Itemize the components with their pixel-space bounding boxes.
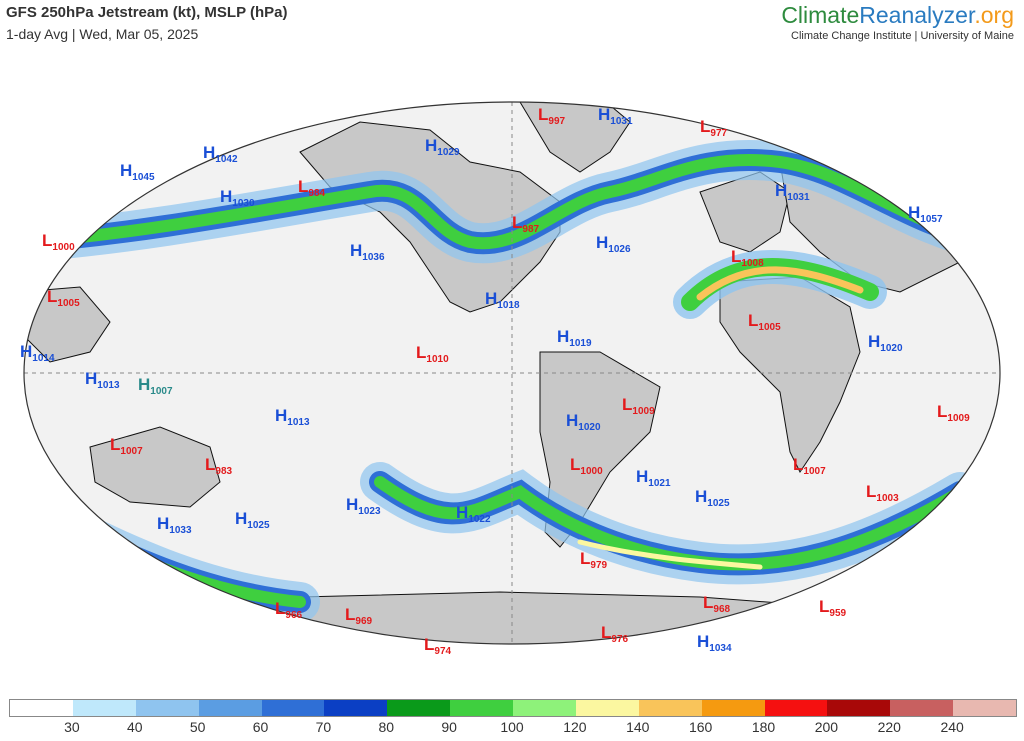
high-pressure-label: H1021 [636, 467, 671, 489]
high-pressure-label: H1034 [697, 632, 732, 654]
high-pressure-label: H1030 [220, 187, 255, 209]
low-pressure-label: L968 [703, 593, 731, 615]
high-pressure-label: H1031 [775, 181, 810, 203]
low-pressure-label: L1003 [866, 482, 899, 504]
high-pressure-label: H1029 [425, 136, 460, 158]
colorbar-tick-label: 240 [940, 719, 964, 735]
high-pressure-label: H1026 [596, 233, 631, 255]
high-pressure-label: H1022 [456, 503, 491, 525]
low-pressure-label: L1005 [748, 311, 781, 333]
high-pressure-label: H1020 [868, 332, 903, 354]
high-pressure-label: H1013 [85, 369, 120, 391]
low-pressure-label: L966 [275, 599, 303, 621]
colorbar-bin [387, 700, 451, 716]
low-pressure-label: L1009 [937, 402, 970, 424]
colorbar-tick-label: 140 [626, 719, 650, 735]
colorbar-tick-label: 80 [378, 719, 395, 735]
low-pressure-label: L979 [580, 549, 608, 571]
low-pressure-label: L1008 [731, 247, 764, 269]
high-pressure-label: H1025 [235, 509, 270, 531]
colorbar-tick-label: 180 [751, 719, 776, 735]
colorbar-bin [135, 700, 199, 716]
low-pressure-label: L974 [424, 635, 452, 657]
low-pressure-label: L1009 [622, 395, 655, 417]
colorbar-tick-label: 220 [877, 719, 901, 735]
colorbar-tick-label: 160 [688, 719, 713, 735]
colorbar-tick-label: 200 [814, 719, 839, 735]
brand-name: ClimateReanalyzer.org [781, 2, 1014, 29]
high-pressure-label: H1014 [20, 342, 55, 364]
wind-speed-colorbar [9, 699, 1017, 717]
brand-part-reanalyzer: Reanalyzer [859, 2, 975, 28]
low-pressure-label: L997 [538, 105, 566, 127]
map-body [24, 102, 1000, 644]
colorbar-tick-label: 60 [252, 719, 269, 735]
colorbar-ticks: 30 40 50 60 70 80 90 100 120 140 160 180 200 220 240 [9, 719, 1015, 739]
colorbar-bin [638, 700, 702, 716]
graticule [24, 102, 1000, 644]
high-pressure-label: H1042 [203, 143, 238, 165]
colorbar-bin [764, 700, 828, 716]
colorbar-tick-label: 30 [64, 719, 80, 735]
brand-tagline: Climate Change Institute | University of… [791, 30, 1014, 42]
low-pressure-label: L976 [601, 623, 629, 645]
brand-part-climate: Climate [781, 2, 860, 28]
high-pressure-label: H1036 [350, 241, 385, 263]
high-pressure-label: H1057 [908, 203, 943, 225]
high-pressure-label: H1018 [485, 289, 520, 311]
colorbar-tick-label: 90 [441, 719, 457, 735]
chart-subtitle: 1-day Avg | Wed, Mar 05, 2025 [6, 26, 199, 42]
low-pressure-label: L1000 [42, 231, 75, 253]
high-pressure-label: H1031 [598, 105, 633, 127]
high-pressure-label: H1023 [346, 495, 381, 517]
colorbar-tick-label: 120 [563, 719, 587, 735]
colorbar-bin [701, 700, 765, 716]
brand-logo[interactable]: ClimateReanalyzer.org Climate Change Ins… [781, 2, 1014, 42]
colorbar-bin [261, 700, 325, 716]
globe-outline [23, 101, 1001, 645]
low-pressure-label: L1005 [47, 287, 80, 309]
land-greenland [519, 102, 631, 173]
colorbar-bin [827, 700, 891, 716]
high-pressure-label: H1007 [138, 375, 173, 397]
world-map: L997 H1031 L977 H1042 H1045 H1030 L984 H1029 H10… [20, 101, 1001, 657]
high-pressure-label: H1033 [157, 514, 192, 536]
low-pressure-label: L1000 [570, 455, 603, 477]
low-pressure-label: L977 [700, 117, 728, 139]
colorbar-bin [324, 700, 388, 716]
high-pressure-label: H1025 [695, 487, 730, 509]
land-antarctica [149, 591, 901, 644]
pressure-centers: L997 H1031 L977 H1042 H1045 H1030 L984 H1029 H10… [20, 105, 970, 657]
low-pressure-label: L1007 [793, 455, 826, 477]
low-pressure-label: L987 [512, 213, 540, 235]
high-pressure-label: H1045 [120, 161, 155, 183]
land-africa [719, 276, 861, 473]
low-pressure-label: L969 [345, 605, 373, 627]
high-pressure-label: H1013 [275, 406, 310, 428]
colorbar-tick-label: 40 [126, 719, 143, 735]
colorbar-bin [198, 700, 262, 716]
colorbar-bin [72, 700, 136, 716]
colorbar-bin [10, 700, 73, 716]
brand-part-org: .org [974, 2, 1014, 28]
colorbar-tick-label: 50 [189, 719, 206, 735]
colorbar-bin [450, 700, 513, 716]
high-pressure-label: H1019 [557, 327, 592, 349]
low-pressure-label: L1007 [110, 435, 143, 457]
colorbar-bin [953, 700, 1016, 716]
colorbar-tick-label: 70 [315, 719, 332, 735]
low-pressure-label: L983 [205, 455, 233, 477]
colorbar-bin [513, 700, 576, 716]
low-pressure-label: L959 [819, 597, 847, 619]
colorbar-tick-label: 100 [500, 719, 524, 735]
land-australia [89, 426, 221, 508]
colorbar-bin [575, 700, 639, 716]
low-pressure-label: L1010 [416, 343, 449, 365]
high-pressure-label: H1020 [566, 411, 601, 433]
chart-title: GFS 250hPa Jetstream (kt), MSLP (hPa) [6, 4, 288, 21]
colorbar-bin [890, 700, 954, 716]
low-pressure-label: L984 [298, 177, 326, 199]
